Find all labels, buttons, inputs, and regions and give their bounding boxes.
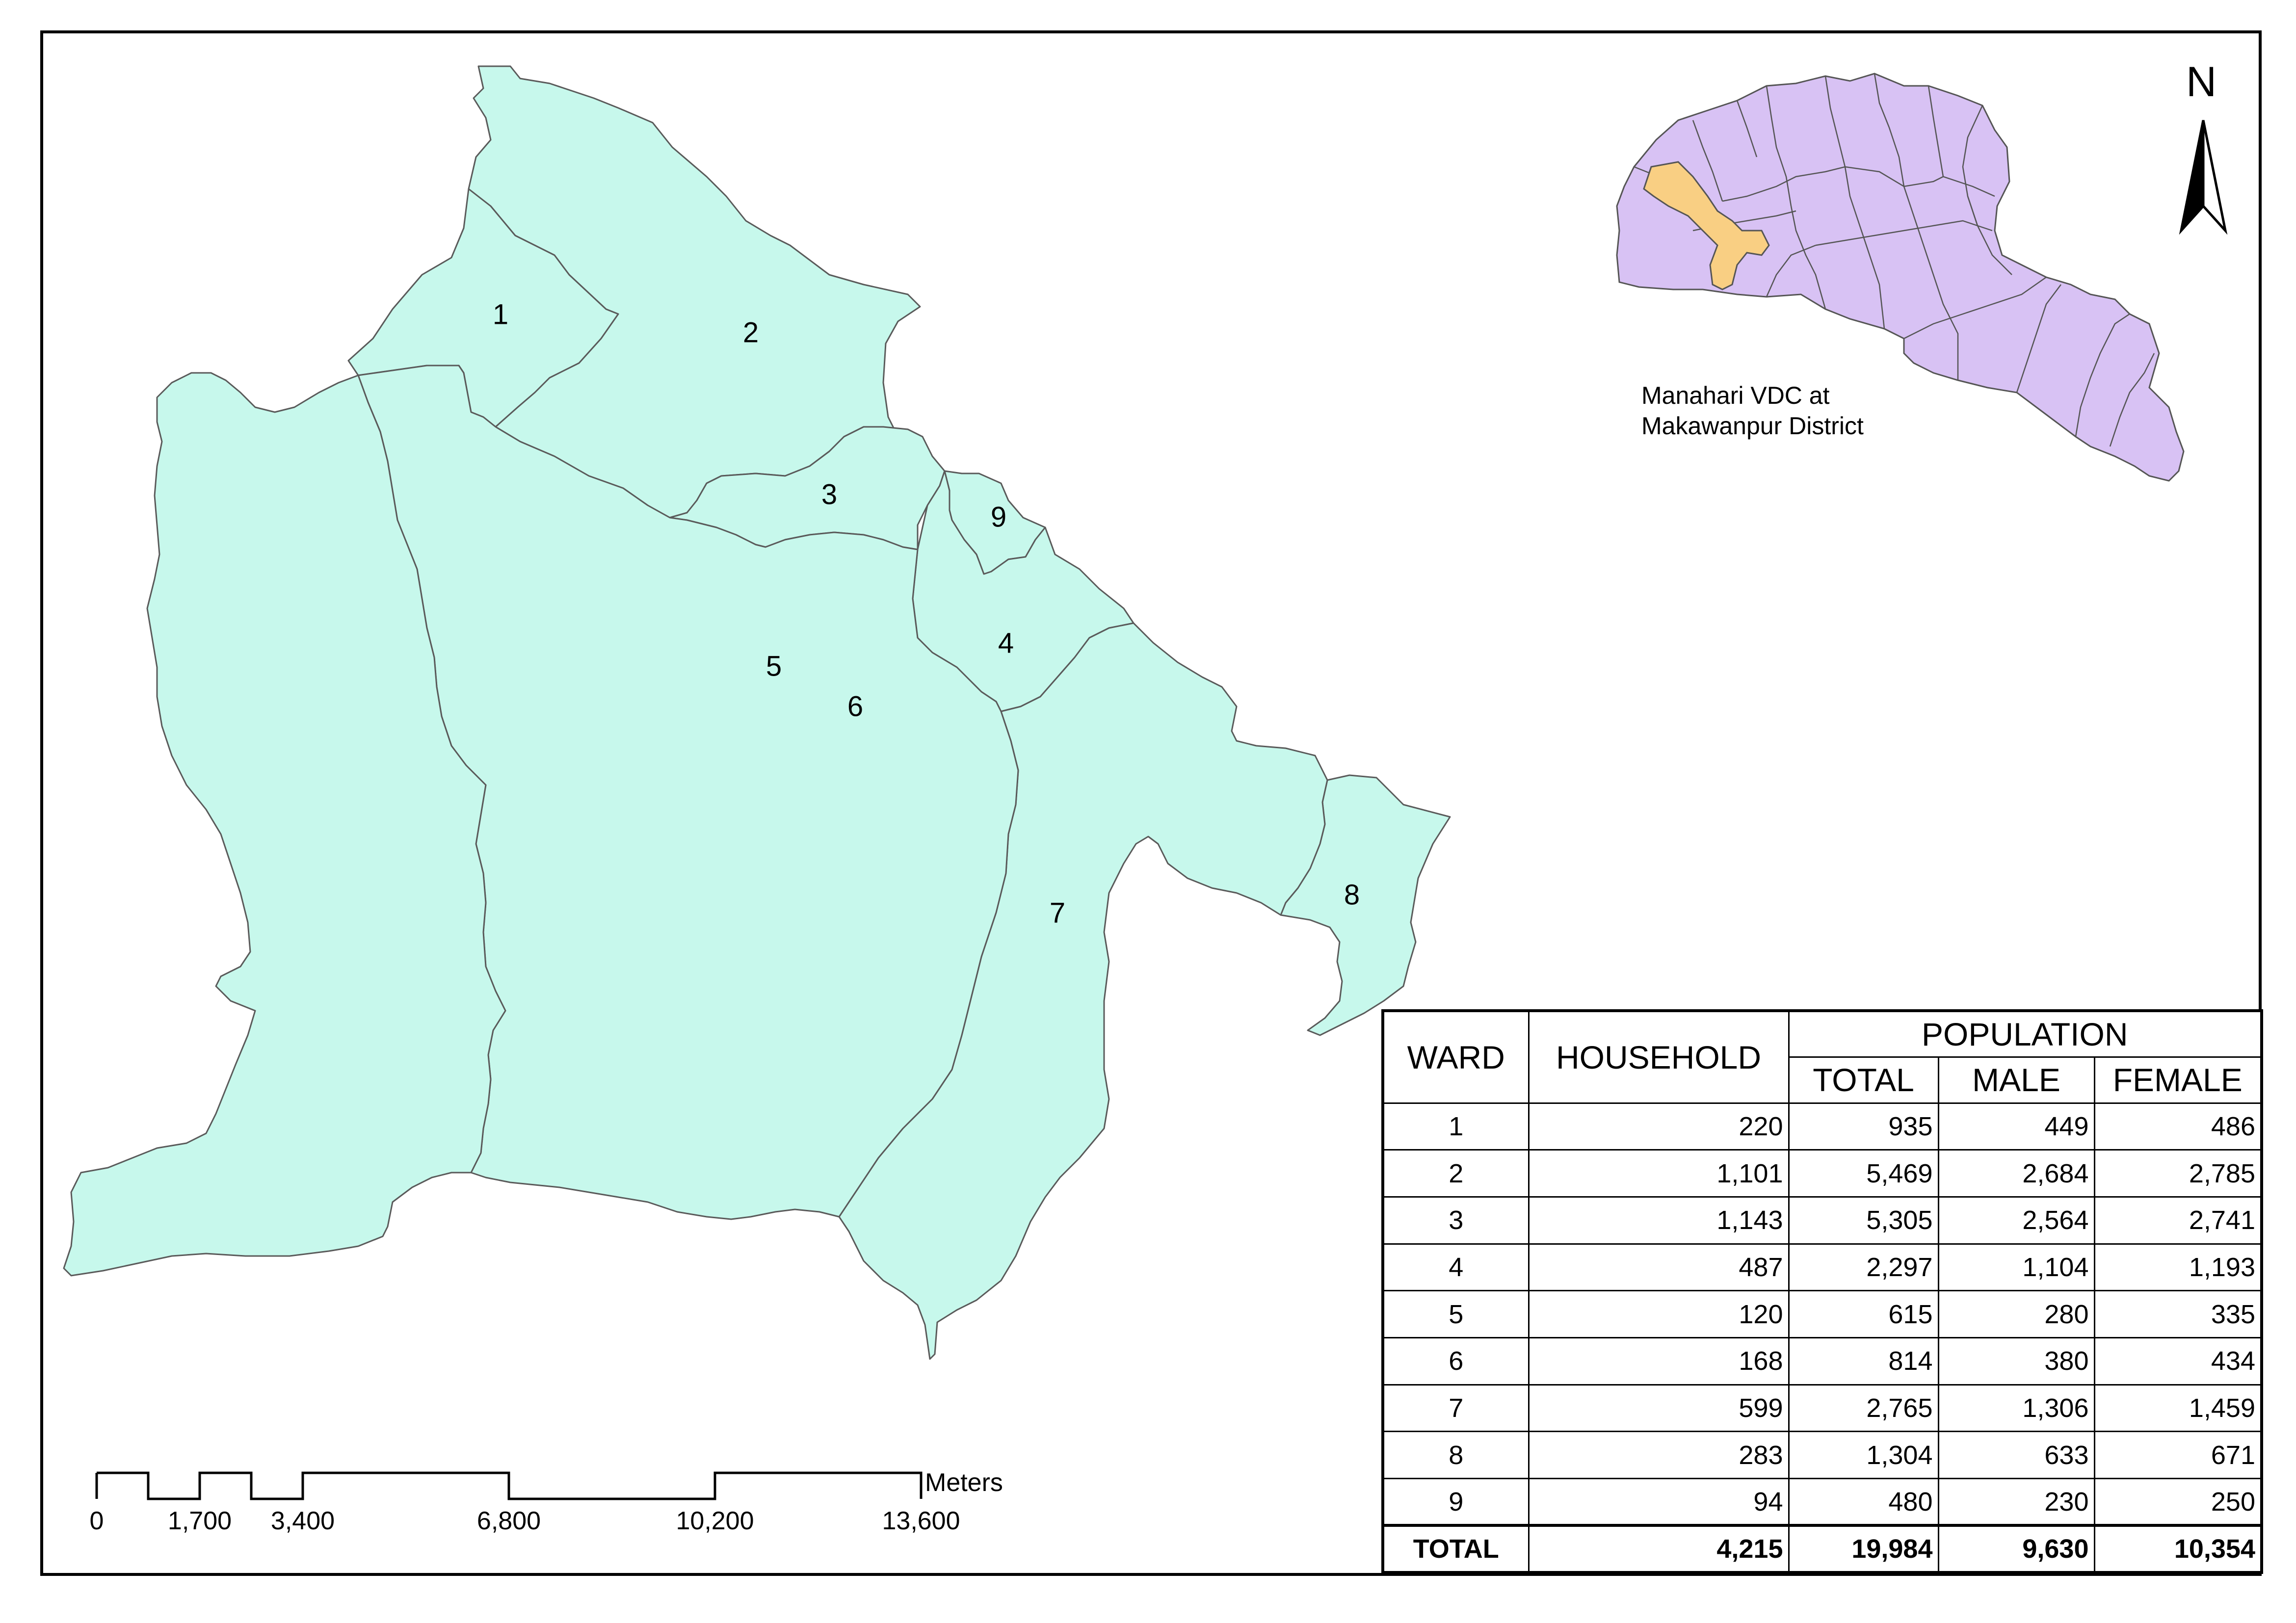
header-female: FEMALE xyxy=(2093,1056,2263,1104)
cell-total: 935 xyxy=(1788,1102,1939,1151)
cell-household: 1,143 xyxy=(1528,1196,1790,1245)
cell-total: 2,765 xyxy=(1788,1384,1939,1433)
ward-label-group: 1 2 3 4 5 6 7 8 9 xyxy=(493,298,1360,929)
cell-ward: 9 xyxy=(1382,1478,1530,1526)
cell-female: 250 xyxy=(2093,1478,2263,1526)
cell-household: 487 xyxy=(1528,1243,1790,1292)
scale-tick-label: 1,700 xyxy=(167,1507,232,1535)
table-row: 2 1,101 5,469 2,684 2,785 xyxy=(1382,1149,2263,1198)
ward-label: 1 xyxy=(493,298,508,330)
total-cell-ward: TOTAL xyxy=(1382,1524,1530,1573)
total-cell-female: 10,354 xyxy=(2093,1524,2263,1573)
cell-female: 1,459 xyxy=(2093,1384,2263,1433)
ward-label: 3 xyxy=(821,478,837,510)
cell-household: 168 xyxy=(1528,1336,1790,1386)
cell-ward: 6 xyxy=(1382,1336,1530,1386)
scale-tick-label: 6,800 xyxy=(476,1507,541,1535)
scale-tick-label: 3,400 xyxy=(270,1507,335,1535)
scale-bar-graphic xyxy=(95,1471,923,1500)
ward-label: 5 xyxy=(766,650,782,682)
scale-unit-label: Meters xyxy=(925,1468,1003,1497)
cell-male: 1,306 xyxy=(1937,1384,2095,1433)
ward-label: 8 xyxy=(1344,879,1360,911)
header-ward: WARD xyxy=(1382,1010,1530,1104)
scale-tick-label: 0 xyxy=(89,1507,104,1535)
table-row: 5 120 615 280 335 xyxy=(1382,1290,2263,1338)
table-total-row: TOTAL 4,215 19,984 9,630 10,354 xyxy=(1382,1524,2263,1573)
cell-total: 615 xyxy=(1788,1290,1939,1338)
cell-male: 280 xyxy=(1937,1290,2095,1338)
ward-west-area xyxy=(63,372,506,1277)
table-row: 7 599 2,765 1,306 1,459 xyxy=(1382,1384,2263,1433)
table-row: 4 487 2,297 1,104 1,193 xyxy=(1382,1243,2263,1292)
scale-tick-label: 10,200 xyxy=(676,1507,754,1535)
inset-locator-map xyxy=(1616,73,2185,482)
cell-female: 671 xyxy=(2093,1431,2263,1479)
map-frame xyxy=(40,30,2262,1576)
ward-label: 6 xyxy=(847,690,863,722)
total-cell-total: 19,984 xyxy=(1788,1524,1939,1573)
header-total: TOTAL xyxy=(1788,1056,1939,1104)
cell-household: 220 xyxy=(1528,1102,1790,1151)
header-population: POPULATION xyxy=(1788,1010,2263,1058)
cell-male: 380 xyxy=(1937,1336,2095,1386)
table-body: 1 220 935 449 486 2 1,101 5,469 2,684 2,785 3 1,143… xyxy=(1382,1102,2263,1573)
cell-total: 5,305 xyxy=(1788,1196,1939,1245)
cell-female: 2,741 xyxy=(2093,1196,2263,1245)
cell-male: 2,564 xyxy=(1937,1196,2095,1245)
cell-household: 1,101 xyxy=(1528,1149,1790,1198)
table-row: 3 1,143 5,305 2,564 2,741 xyxy=(1382,1196,2263,1245)
ward-label: 7 xyxy=(1050,897,1065,929)
table-row: 8 283 1,304 633 671 xyxy=(1382,1431,2263,1479)
header-male: MALE xyxy=(1937,1056,2095,1104)
cell-household: 94 xyxy=(1528,1478,1790,1526)
cell-household: 599 xyxy=(1528,1384,1790,1433)
cell-total: 5,469 xyxy=(1788,1149,1939,1198)
cell-male: 633 xyxy=(1937,1431,2095,1479)
cell-female: 335 xyxy=(2093,1290,2263,1338)
inset-caption: Manahari VDC at Makawanpur District xyxy=(1641,380,1864,441)
north-label: N xyxy=(2186,58,2217,105)
ward-label: 2 xyxy=(743,316,759,348)
cell-female: 2,785 xyxy=(2093,1149,2263,1198)
cell-male: 449 xyxy=(1937,1102,2095,1151)
cell-ward: 2 xyxy=(1382,1149,1530,1198)
table-row: 6 168 814 380 434 xyxy=(1382,1336,2263,1386)
cell-household: 120 xyxy=(1528,1290,1790,1338)
cell-ward: 8 xyxy=(1382,1431,1530,1479)
table-row: 1 220 935 449 486 xyxy=(1382,1102,2263,1151)
cell-household: 283 xyxy=(1528,1431,1790,1479)
header-household: HOUSEHOLD xyxy=(1528,1010,1790,1104)
inset-caption-line1: Manahari VDC at xyxy=(1641,382,1830,409)
ward-polygons xyxy=(63,65,1451,1360)
cell-female: 486 xyxy=(2093,1102,2263,1151)
cell-ward: 5 xyxy=(1382,1290,1530,1338)
cell-ward: 3 xyxy=(1382,1196,1530,1245)
cell-male: 1,104 xyxy=(1937,1243,2095,1292)
ward-label: 4 xyxy=(998,627,1014,659)
cell-total: 480 xyxy=(1788,1478,1939,1526)
cell-male: 2,684 xyxy=(1937,1149,2095,1198)
cell-ward: 1 xyxy=(1382,1102,1530,1151)
cell-total: 1,304 xyxy=(1788,1431,1939,1479)
manahari-vdc-highlight xyxy=(1643,161,1770,290)
total-cell-male: 9,630 xyxy=(1937,1524,2095,1573)
cell-total: 2,297 xyxy=(1788,1243,1939,1292)
scale-tick-label: 13,600 xyxy=(882,1507,960,1535)
cell-female: 1,193 xyxy=(2093,1243,2263,1292)
total-cell-household: 4,215 xyxy=(1528,1524,1790,1573)
north-arrow-icon xyxy=(2179,120,2228,235)
inset-caption-line2: Makawanpur District xyxy=(1641,412,1864,440)
population-table: WARD HOUSEHOLD POPULATION TOTAL MALE FEM… xyxy=(1381,1009,2263,1574)
cell-male: 230 xyxy=(1937,1478,2095,1526)
internal-boundaries xyxy=(1634,73,2155,447)
ward-label: 9 xyxy=(991,501,1006,533)
district-outline xyxy=(1616,73,2185,482)
cell-ward: 7 xyxy=(1382,1384,1530,1433)
cell-female: 434 xyxy=(2093,1336,2263,1386)
cell-ward: 4 xyxy=(1382,1243,1530,1292)
cell-total: 814 xyxy=(1788,1336,1939,1386)
table-row: 9 94 480 230 250 xyxy=(1382,1478,2263,1526)
